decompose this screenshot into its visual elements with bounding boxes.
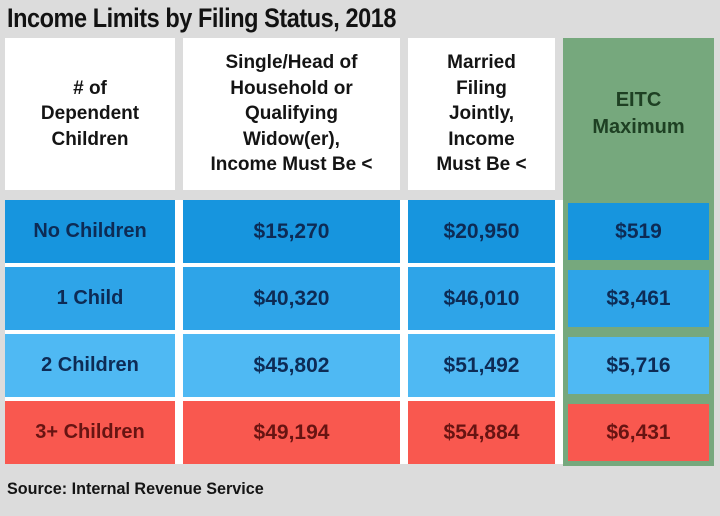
income-limit-value: $45,802 — [183, 334, 400, 397]
row-label: 3+ Children — [5, 401, 175, 464]
eitc-max-cell: $5,716 — [563, 334, 714, 397]
eitc-max-value: $519 — [568, 203, 709, 260]
header-label: Married Filing Jointly, Income Must Be < — [436, 51, 527, 176]
eitc-max-value: $6,431 — [568, 404, 709, 461]
header-label: # of Dependent Children — [40, 77, 140, 150]
income-limit-value: $20,950 — [408, 200, 555, 263]
table-header-row: # of Dependent Children Single/Head of H… — [5, 38, 714, 190]
header-cell-dependent-children: # of Dependent Children — [5, 38, 175, 190]
page-title: Income Limits by Filing Status, 2018 — [7, 3, 396, 33]
eitc-max-value: $5,716 — [568, 337, 709, 394]
eitc-max-cell: $519 — [563, 200, 714, 263]
eitc-max-cell: $3,461 — [563, 267, 714, 330]
row-label: 1 Child — [5, 267, 175, 330]
income-limit-value: $40,320 — [183, 267, 400, 330]
income-limit-value: $15,270 — [183, 200, 400, 263]
header-label: Single/Head of Household or Qualifying W… — [210, 51, 373, 176]
header-cell-single-income-limit: Single/Head of Household or Qualifying W… — [183, 38, 400, 190]
income-limit-value: $54,884 — [408, 401, 555, 464]
header-cell-eitc-maximum: EITC Maximum — [563, 38, 714, 190]
income-limit-value: $46,010 — [408, 267, 555, 330]
row-label: No Children — [5, 200, 175, 263]
header-cell-married-income-limit: Married Filing Jointly, Income Must Be < — [408, 38, 555, 190]
source-note: Source: Internal Revenue Service — [7, 479, 264, 498]
eitc-max-cell: $6,431 — [563, 401, 714, 464]
income-limit-value: $49,194 — [183, 401, 400, 464]
income-limit-value: $51,492 — [408, 334, 555, 397]
eitc-table: # of Dependent Children Single/Head of H… — [5, 38, 714, 466]
table-body: No Children $15,270 $20,950 $519 1 Child… — [5, 200, 714, 464]
eitc-max-value: $3,461 — [568, 270, 709, 327]
header-label: EITC Maximum — [592, 89, 685, 138]
row-label: 2 Children — [5, 334, 175, 397]
